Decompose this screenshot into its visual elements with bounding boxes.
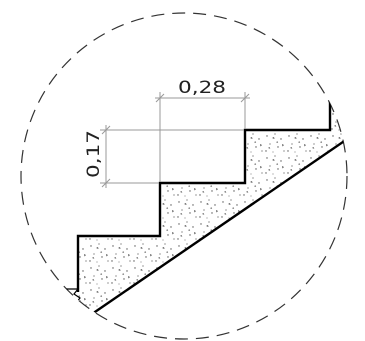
soffit-line — [91, 119, 347, 315]
tread-dimension-label: 0,28 — [178, 78, 226, 98]
concrete-fill — [78, 70, 347, 314]
break-line — [65, 288, 81, 315]
tread-dimension — [155, 92, 250, 182]
stair-profile-line — [76, 70, 332, 292]
detail-boundary-circle — [20, 12, 348, 340]
riser-dimension-label: 0,17 — [84, 130, 104, 178]
riser-dimension — [100, 125, 244, 188]
